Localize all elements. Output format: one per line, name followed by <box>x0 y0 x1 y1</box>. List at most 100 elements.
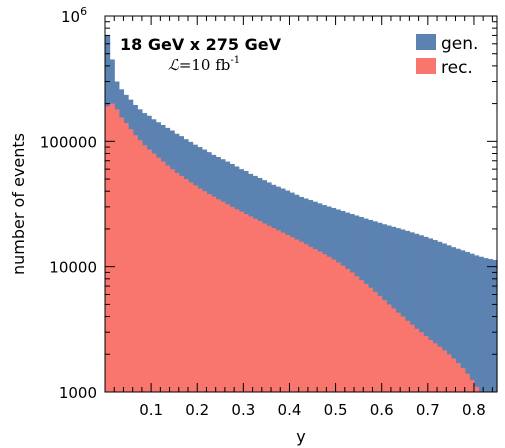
rec-bar <box>114 109 120 392</box>
gen-bar <box>400 229 406 392</box>
rec-bar <box>118 117 125 392</box>
rec-bar <box>105 106 111 393</box>
legend-label-gen: gen. <box>441 34 478 54</box>
gen-bar <box>478 256 484 392</box>
y-tick-label: 1000 <box>59 384 97 402</box>
rec-bar <box>455 363 461 392</box>
rec-bar <box>446 354 452 392</box>
rec-bar <box>303 244 309 392</box>
rec-bar <box>413 328 420 392</box>
rec-bar <box>358 280 364 392</box>
rec-bar <box>349 272 355 392</box>
gen-bar <box>460 250 466 392</box>
rec-bar <box>344 268 351 392</box>
gen-bar <box>423 236 429 392</box>
gen-bar <box>464 251 470 392</box>
rec-bar <box>215 199 221 392</box>
rec-bar <box>326 256 332 392</box>
rec-bar <box>174 172 180 392</box>
rec-bar <box>330 259 337 392</box>
rec-bar <box>169 169 175 392</box>
y-tick-label: 10000 <box>49 259 97 277</box>
rec-bar <box>354 276 360 392</box>
rec-bar <box>363 283 369 392</box>
x-tick-label: 0.7 <box>416 401 440 419</box>
rec-bar <box>473 386 480 392</box>
rec-bar <box>418 332 424 392</box>
legend-swatch-gen <box>416 34 436 50</box>
rec-bar <box>188 182 194 392</box>
rec-bar <box>423 335 429 392</box>
rec-bar <box>211 196 217 392</box>
rec-bar <box>247 216 254 392</box>
rec-bar <box>289 237 295 392</box>
rec-bar <box>224 204 231 392</box>
y-tick-top-base: 10 <box>61 8 80 26</box>
rec-bar <box>275 230 281 392</box>
rec-bar <box>201 191 208 392</box>
gen-bar <box>418 235 424 392</box>
rec-bar <box>367 287 374 392</box>
rec-bar <box>252 218 258 392</box>
rec-bar <box>146 149 152 392</box>
gen-bar <box>409 232 415 392</box>
rec-bar <box>409 324 415 392</box>
rec-bar <box>151 153 157 392</box>
gen-bar <box>492 260 498 392</box>
x-tick-label: 0.2 <box>185 401 209 419</box>
y-tick-label-top: 106 <box>61 5 87 26</box>
series-rec <box>105 103 480 393</box>
rec-bar <box>432 343 438 392</box>
luminosity-text: =10 fb <box>179 56 231 74</box>
x-tick-label: 0.5 <box>324 401 348 419</box>
gen-bar <box>469 253 475 392</box>
gen-bar <box>437 241 443 392</box>
rec-bar <box>460 368 466 392</box>
rec-bar <box>464 373 470 392</box>
y-tick-top-exp: 6 <box>80 5 87 18</box>
rec-bar <box>377 295 383 392</box>
rec-bar <box>206 194 212 392</box>
rec-bar <box>469 379 475 392</box>
legend-swatch-rec <box>416 58 436 74</box>
rec-bar <box>340 265 346 392</box>
rec-bar <box>284 234 291 392</box>
rec-bar <box>164 165 171 392</box>
rec-bar <box>234 209 240 392</box>
gen-bar <box>413 233 420 392</box>
legend: gen. rec. <box>416 34 478 78</box>
rec-bar <box>220 201 226 392</box>
gen-bar <box>450 247 457 392</box>
rec-bar <box>395 312 401 392</box>
y-axis-title: number of events <box>9 133 28 275</box>
y-tick-label: 100000 <box>40 133 97 151</box>
rec-bar <box>132 135 138 392</box>
rec-bar <box>390 308 397 392</box>
rec-bar <box>317 251 323 392</box>
x-tick-label: 0.8 <box>462 401 486 419</box>
rec-bar <box>178 175 184 392</box>
rec-bar <box>160 161 166 392</box>
gen-bar <box>487 259 493 392</box>
plot-frame <box>104 15 498 393</box>
rec-bar <box>123 123 129 393</box>
rec-bar <box>427 339 434 392</box>
gen-bar <box>441 243 447 392</box>
x-tick-label: 0.1 <box>139 401 163 419</box>
rec-bar <box>197 188 203 392</box>
luminosity-exponent: -1 <box>230 55 240 66</box>
rec-bar <box>229 206 235 392</box>
rec-bar <box>312 249 318 392</box>
x-axis-title: y <box>296 427 305 446</box>
energy-annotation: 18 GeV x 275 GeV <box>120 35 282 54</box>
rec-bar <box>155 157 161 392</box>
gen-bar <box>395 228 401 392</box>
rec-bar <box>307 246 314 392</box>
histogram-bars <box>105 35 498 393</box>
gen-bar <box>404 230 410 392</box>
rec-bar <box>266 225 272 392</box>
rec-bar <box>404 320 410 392</box>
rec-bar <box>141 145 148 392</box>
legend-label-rec: rec. <box>441 58 473 78</box>
